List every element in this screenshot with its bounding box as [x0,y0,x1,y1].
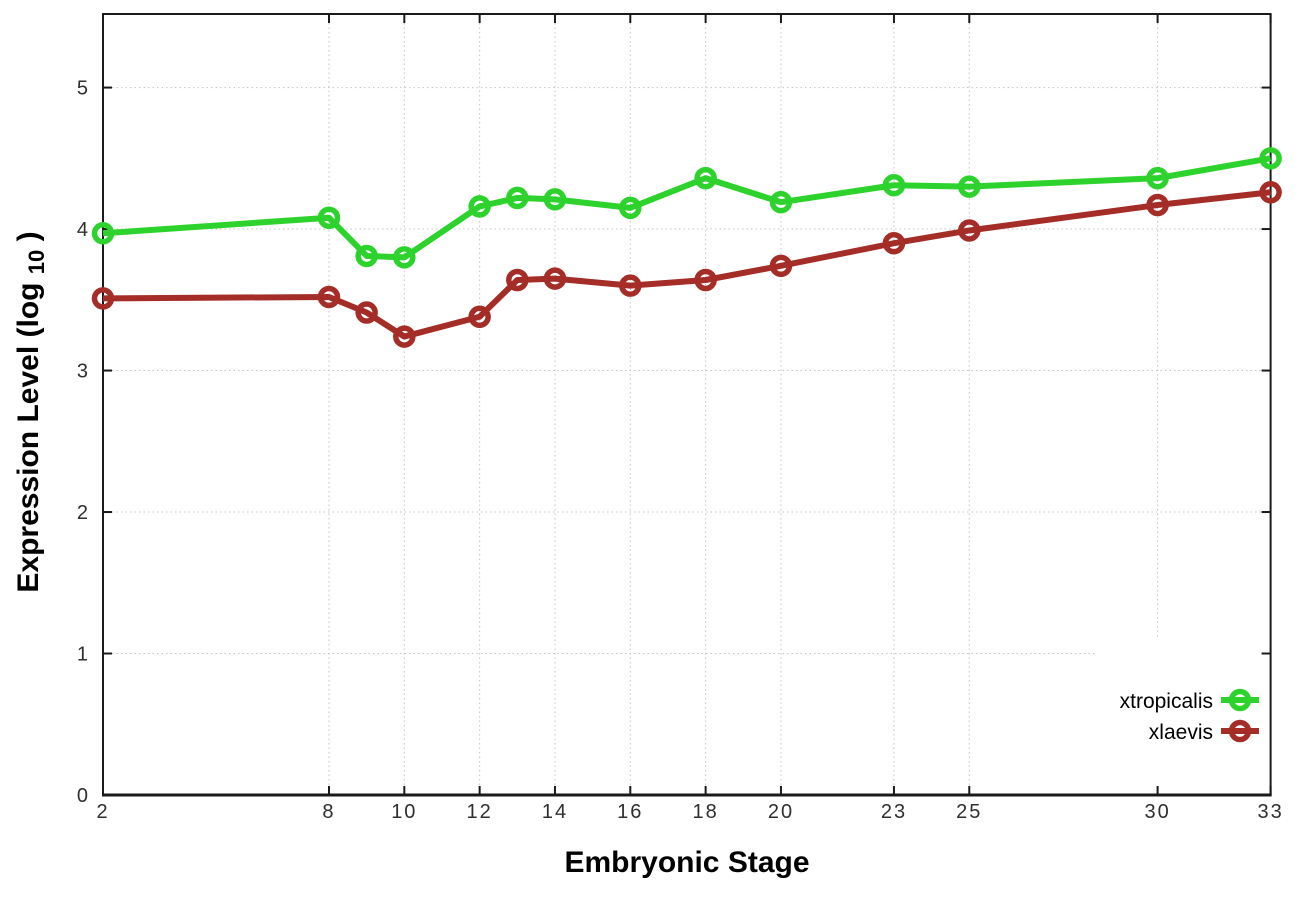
data-point-marker [694,268,717,292]
x-tick-label: 2 [96,801,109,823]
x-tick-label: 25 [956,801,982,823]
x-tick-label: 20 [768,801,794,823]
y-axis-title: Expression Level (log 10 ) [12,231,51,592]
legend-entry-xlaevis: xlaevis [1149,719,1259,744]
data-point-marker [769,190,793,214]
data-series [91,147,1282,348]
data-point-marker [882,231,906,255]
legend-label-xtropicalis: xtropicalis [1120,690,1213,713]
data-point-marker [468,195,491,218]
x-tick-label: 18 [693,801,719,823]
data-point-marker [543,188,567,211]
data-point-marker [468,305,491,329]
x-tick-label: 33 [1257,801,1283,823]
data-point-marker [543,267,567,290]
y-tick-label: 3 [77,361,90,383]
data-point-marker [1259,147,1282,170]
y-tick-label: 2 [77,502,90,524]
x-axis-title: Embryonic Stage [564,846,809,879]
x-tick-label: 16 [617,801,643,823]
data-point-marker [1146,166,1169,190]
legend-sample-marker [1228,688,1252,712]
legend-sample-marker [1228,719,1252,743]
data-point-marker [355,301,378,324]
y-tick-label: 0 [77,785,90,807]
series-xtropicalis [91,147,1282,269]
series-xlaevis-line [102,189,1271,340]
y-tick-label: 5 [77,78,90,100]
y-tick-label: 1 [77,644,90,666]
x-tick-label: 23 [881,801,907,823]
legend-label-xlaevis: xlaevis [1149,721,1213,744]
data-point-marker [619,196,642,220]
x-tick-label: 10 [391,801,417,823]
data-point-marker [769,254,793,278]
data-point-marker [619,274,642,297]
series-xtropicalis-line [102,155,1272,261]
y-axis-title-subscript: 10 [24,250,49,274]
y-axis-title-text: Expression Level (log [12,283,45,593]
data-point-marker [506,268,529,292]
legend-opaque-box [1095,638,1265,790]
data-point-marker [393,325,416,348]
data-point-marker [355,244,378,268]
data-point-marker [393,246,416,269]
legend-mask [1095,638,1265,790]
data-point-marker [882,173,906,197]
data-point-marker [91,222,115,245]
x-tick-label: 8 [322,801,335,823]
data-point-marker [317,285,341,309]
data-point-marker [317,206,341,229]
series-xlaevis [91,181,1282,348]
data-point-marker [91,287,115,310]
data-point-marker [1146,193,1169,217]
data-point-marker [694,166,717,190]
x-tick-label: 12 [467,801,493,823]
data-point-marker [958,219,981,242]
data-point-marker [958,175,981,198]
legend-entry-xtropicalis: xtropicalis [1120,688,1259,713]
y-axis-title-close-paren: ) [12,231,45,241]
x-tick-label: 30 [1144,801,1170,823]
x-tick-label: 14 [542,801,568,823]
data-point-marker [1259,181,1282,204]
legend: xtropicalis xlaevis [1120,688,1259,744]
data-point-marker [506,186,529,210]
gridlines [103,14,1272,795]
y-tick-label: 4 [77,219,90,241]
